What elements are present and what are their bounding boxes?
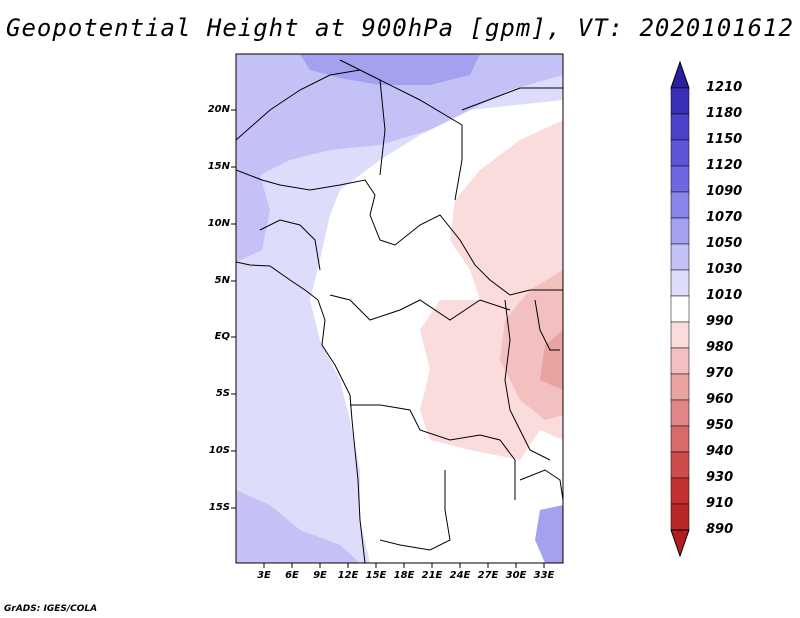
colorbar-swatch: [670, 347, 690, 375]
colorbar-swatch: [670, 399, 690, 427]
lon-label: 33E: [533, 570, 555, 581]
lat-label: 5N: [214, 275, 230, 286]
lat-label: EQ: [214, 331, 230, 342]
colorbar-swatch: [670, 139, 690, 167]
lat-label: 20N: [207, 104, 230, 115]
colorbar-label: 1120: [706, 158, 743, 173]
chart-title: Geopotential Height at 900hPa [gpm], VT:…: [6, 14, 794, 42]
colorbar-swatch: [670, 477, 690, 505]
colorbar-label: 910: [706, 496, 734, 511]
lon-label: 12E: [337, 570, 359, 581]
lon-label: 30E: [505, 570, 527, 581]
colorbar-swatch: [670, 503, 690, 531]
colorbar-label: 890: [706, 522, 734, 537]
colorbar-label: 1010: [706, 288, 743, 303]
colorbar-swatch: [670, 425, 690, 453]
colorbar-swatch: [670, 191, 690, 219]
lon-label: 9E: [313, 570, 327, 581]
colorbar-swatch: [670, 295, 690, 323]
lat-label: 15S: [208, 502, 230, 513]
lon-label: 27E: [477, 570, 499, 581]
colorbar-label: 1210: [706, 80, 743, 95]
geopotential-field: [236, 54, 563, 563]
lon-label: 6E: [285, 570, 299, 581]
footer-credit: GrADS: IGES/COLA: [4, 604, 98, 614]
colorbar-label: 930: [706, 470, 734, 485]
country-borders: [236, 59, 563, 563]
colorbar-swatch: [670, 217, 690, 245]
colorbar-label: 960: [706, 392, 734, 407]
colorbar-label: 1180: [706, 106, 743, 121]
colorbar-label: 990: [706, 314, 734, 329]
colorbar-swatch: [670, 373, 690, 401]
axis-ticks: [231, 109, 545, 568]
lon-label: 3E: [257, 570, 271, 581]
lat-label: 5S: [215, 388, 230, 399]
colorbar-label: 1090: [706, 184, 743, 199]
lon-label: 21E: [421, 570, 443, 581]
colorbar-swatch: [670, 165, 690, 193]
colorbar-label: 970: [706, 366, 734, 381]
colorbar-bottom-arrow: [670, 529, 690, 558]
lon-label: 24E: [449, 570, 471, 581]
colorbar-swatch: [670, 321, 690, 349]
colorbar-label: 950: [706, 418, 734, 433]
colorbar-swatch: [670, 243, 690, 271]
colorbar-swatch: [670, 269, 690, 297]
colorbar-label: 1070: [706, 210, 743, 225]
colorbar-label: 1050: [706, 236, 743, 251]
colorbar-label: 940: [706, 444, 734, 459]
colorbar-label: 1030: [706, 262, 743, 277]
lon-label: 15E: [365, 570, 387, 581]
colorbar-label: 1150: [706, 132, 743, 147]
lat-label: 10N: [207, 218, 230, 229]
colorbar-top-arrow: [670, 60, 690, 89]
plot-frame: [235, 53, 564, 564]
colorbar-swatch: [670, 113, 690, 141]
colorbar: [670, 60, 690, 558]
lat-label: 10S: [208, 445, 230, 456]
colorbar-label: 980: [706, 340, 734, 355]
lon-label: 18E: [393, 570, 415, 581]
colorbar-swatch: [670, 87, 690, 115]
lat-label: 15N: [207, 161, 230, 172]
colorbar-swatch: [670, 451, 690, 479]
